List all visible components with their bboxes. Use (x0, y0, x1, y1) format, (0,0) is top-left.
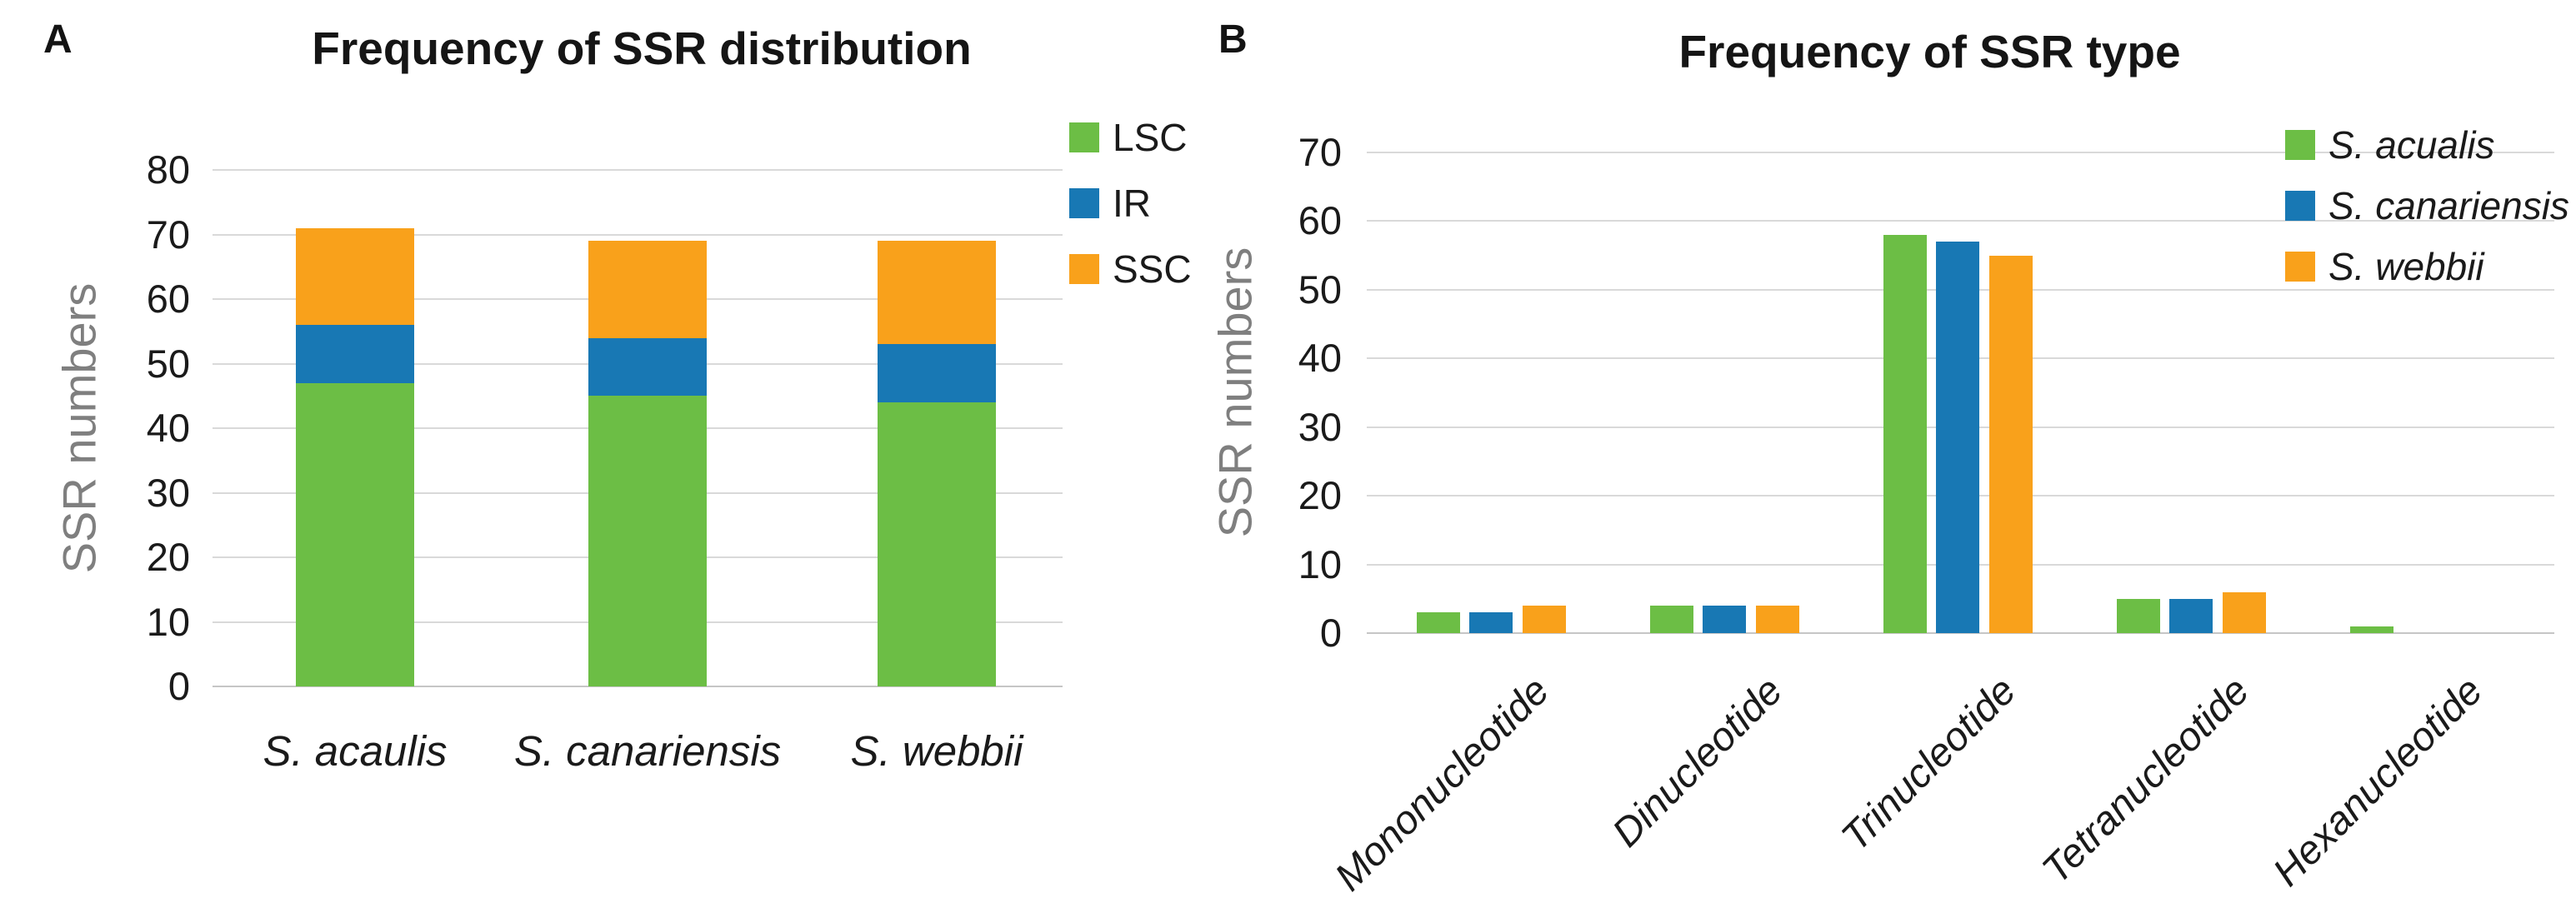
bar-s-acualis-tetranucleotide (2116, 598, 2160, 633)
bar-s-acualis-dinucleotide (1649, 606, 1693, 633)
legend-item-lsc: LSC (1069, 116, 1188, 159)
s-canariensis-swatch (2285, 191, 2315, 221)
y-tick-label-40: 40 (1298, 336, 1342, 381)
bar-segment-ir-s-webbii (878, 344, 996, 402)
y-tick-label-30: 30 (1298, 404, 1342, 449)
bar-s-canariensis-tetranucleotide (2169, 598, 2213, 633)
y-tick-label-70: 70 (146, 212, 190, 257)
ssc-swatch (1069, 254, 1099, 284)
s-webbii-legend-label: S. webbii (2328, 245, 2484, 288)
x-category-label-tetranucleotide: Tetranucleotide (2033, 668, 2258, 893)
s-canariensis-legend-label: S. canariensis (2328, 184, 2569, 227)
s-acualis-legend-label: S. acualis (2328, 123, 2495, 167)
x-category-label-mononucleotide: Mononucleotide (1327, 668, 1558, 900)
gridline-80 (213, 169, 1063, 171)
gridline-70 (213, 233, 1063, 236)
y-tick-label-40: 40 (146, 406, 190, 450)
panel-b-letter: B (1218, 17, 1248, 62)
y-tick-label-0: 0 (1319, 611, 1342, 655)
legend-item-ir: IR (1069, 182, 1151, 225)
panel-a-letter: A (43, 17, 73, 62)
bar-segment-ssc-s-canariensis (588, 241, 707, 338)
bar-segment-lsc-s-webbii (878, 402, 996, 686)
y-tick-label-50: 50 (146, 341, 190, 386)
legend-item-s-acualis: S. acualis (2285, 123, 2495, 167)
y-tick-label-60: 60 (1298, 198, 1342, 243)
bar-s-acualis-hexanucleotide (2349, 626, 2393, 633)
bar-segment-ir-s-acaulis (296, 325, 414, 383)
x-category-label-s-acaulis: S. acaulis (263, 727, 448, 775)
bar-s-canariensis-dinucleotide (1703, 606, 1746, 633)
chart-a-title: Frequency of SSR distribution (312, 22, 972, 74)
y-tick-label-60: 60 (146, 277, 190, 321)
y-tick-label-70: 70 (1298, 129, 1342, 174)
x-category-label-s-webbii: S. webbii (850, 727, 1023, 775)
bar-segment-ir-s-canariensis (588, 337, 707, 397)
x-category-label-s-canariensis: S. canariensis (513, 727, 782, 775)
bar-s-canariensis-mononucleotide (1469, 612, 1513, 633)
bar-s-acualis-trinucleotide (1883, 234, 1927, 633)
chart-b-title: Frequency of SSR type (1678, 26, 2181, 77)
y-tick-label-20: 20 (146, 535, 190, 579)
y-tick-label-50: 50 (1298, 267, 1342, 312)
y-tick-label-10: 10 (146, 599, 190, 644)
ir-legend-label: IR (1113, 182, 1151, 225)
x-category-label-trinucleotide: Trinucleotide (1833, 668, 2025, 860)
x-axis-line (1367, 632, 2554, 634)
bar-s-webbii-tetranucleotide (2222, 591, 2266, 633)
bar-segment-lsc-s-canariensis (588, 396, 707, 686)
bar-s-webbii-mononucleotide (1522, 606, 1566, 633)
y-tick-label-80: 80 (146, 147, 190, 192)
bar-s-canariensis-trinucleotide (1936, 242, 1979, 633)
x-category-label-dinucleotide: Dinucleotide (1603, 668, 1792, 856)
s-webbii-swatch (2285, 252, 2315, 282)
bar-s-webbii-trinucleotide (1988, 255, 2033, 633)
ir-swatch (1069, 188, 1099, 218)
bar-s-acualis-mononucleotide (1416, 612, 1460, 633)
s-acualis-swatch (2285, 130, 2315, 160)
legend-item-s-canariensis: S. canariensis (2285, 184, 2569, 227)
gridline-70 (1367, 151, 2554, 153)
y-tick-label-30: 30 (146, 470, 190, 515)
legend-item-s-webbii: S. webbii (2285, 245, 2484, 288)
bar-s-webbii-dinucleotide (1755, 606, 1799, 633)
lsc-legend-label: LSC (1113, 116, 1188, 159)
legend-item-ssc: SSC (1069, 247, 1192, 291)
lsc-swatch (1069, 122, 1099, 152)
x-category-label-hexanucleotide: Hexanucleotide (2264, 668, 2492, 896)
y-tick-label-0: 0 (168, 664, 190, 708)
ssc-legend-label: SSC (1113, 247, 1192, 291)
gridline-60 (1367, 220, 2554, 222)
y-tick-label-20: 20 (1298, 473, 1342, 518)
bar-segment-ssc-s-webbii (878, 241, 996, 345)
bar-segment-lsc-s-acaulis (296, 382, 414, 686)
bar-segment-ssc-s-acaulis (296, 227, 414, 325)
y-tick-label-10: 10 (1298, 541, 1342, 586)
x-axis-line (213, 686, 1063, 687)
